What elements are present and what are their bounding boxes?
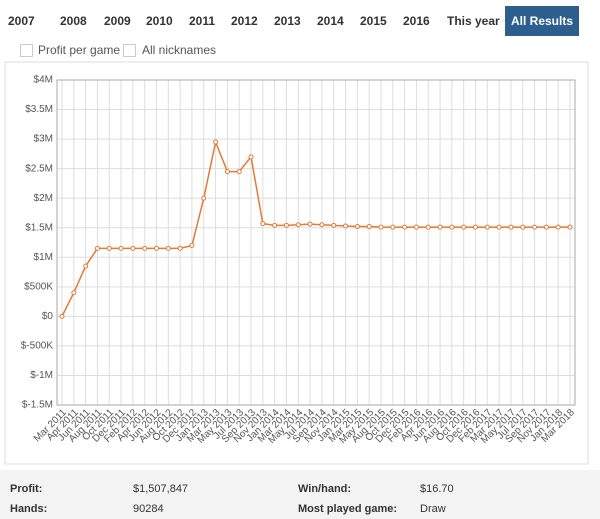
point-marker — [94, 245, 100, 251]
point-marker — [543, 224, 549, 230]
y-tick-label: $2.5M — [25, 163, 53, 174]
stats: Profit: $1,507,847 Win/hand: $16.70 Hands: 90… — [0, 470, 600, 519]
point-marker — [59, 313, 65, 319]
year-tab[interactable]: 2008 — [60, 14, 87, 28]
point-marker — [496, 224, 502, 230]
point-marker — [283, 222, 289, 228]
point-marker — [508, 224, 514, 230]
year-tab[interactable]: This year — [447, 14, 500, 28]
stat-label: Hands: — [10, 503, 48, 515]
point-marker — [248, 154, 254, 160]
year-tab[interactable]: 2009 — [104, 14, 131, 28]
point-marker — [366, 224, 372, 230]
point-marker — [472, 224, 478, 230]
stat-label: Most played game: — [298, 503, 398, 515]
point-marker — [118, 245, 124, 251]
year-tab[interactable]: 2015 — [360, 14, 387, 28]
checkbox[interactable] — [123, 44, 136, 57]
point-marker — [413, 224, 419, 230]
point-marker — [555, 224, 561, 230]
year-tab[interactable]: 2013 — [274, 14, 301, 28]
point-marker — [272, 222, 278, 228]
y-tick-label: $0 — [42, 311, 54, 322]
point-marker — [165, 245, 171, 251]
year-tab[interactable]: All Results — [505, 6, 580, 36]
point-marker — [484, 224, 490, 230]
point-marker — [354, 224, 360, 230]
point-marker — [177, 245, 183, 251]
point-marker — [567, 224, 573, 230]
point-marker — [236, 169, 242, 175]
y-tick-label: $-1M — [30, 370, 53, 381]
year-tab[interactable]: 2016 — [403, 14, 430, 28]
point-marker — [390, 224, 396, 230]
point-marker — [402, 224, 408, 230]
point-marker — [154, 245, 160, 251]
stat-value: Draw — [420, 503, 446, 515]
y-tick-label: $3.5M — [25, 104, 53, 115]
y-tick-label: $500K — [24, 281, 53, 292]
chart-frame — [4, 61, 589, 465]
point-marker — [260, 221, 266, 227]
point-marker — [224, 169, 230, 175]
stat-label: Profit: — [10, 483, 43, 495]
y-tick-label: $1M — [34, 252, 53, 263]
y-tick-label: $-1.5M — [22, 400, 53, 411]
year-tab[interactable]: 2007 — [8, 14, 35, 28]
year-tab[interactable]: 2011 — [189, 14, 216, 28]
y-tick-label: $1.5M — [25, 222, 53, 233]
checkbox-label[interactable]: All nicknames — [142, 43, 217, 57]
plot-border — [56, 79, 576, 406]
year-tab[interactable]: 2014 — [317, 14, 344, 28]
y-tick-label: $-500K — [21, 341, 54, 352]
point-marker — [331, 222, 337, 228]
point-marker — [71, 290, 77, 296]
y-tick-label: $4M — [34, 75, 53, 86]
checkbox-label[interactable]: Profit per game — [38, 43, 121, 57]
point-marker — [449, 224, 455, 230]
point-marker — [532, 224, 538, 230]
stat-value: 90284 — [133, 503, 164, 515]
y-tick-label: $2M — [34, 193, 53, 204]
year-tab[interactable]: 2012 — [231, 14, 258, 28]
stat-value: $1,507,847 — [133, 483, 189, 495]
point-marker — [213, 139, 219, 145]
point-marker — [106, 245, 112, 251]
point-marker — [319, 222, 325, 228]
point-marker — [307, 221, 313, 227]
checkbox[interactable] — [20, 44, 33, 57]
point-marker — [378, 224, 384, 230]
stat-value: $16.70 — [420, 483, 454, 495]
chart: $-1.5M $-1M $-500K $0 $500K $1M $1.5M $2M $2.5M $… — [4, 61, 589, 465]
point-marker — [189, 242, 195, 248]
point-marker — [425, 224, 431, 230]
point-marker — [83, 263, 89, 269]
point-marker — [520, 224, 526, 230]
year-tab[interactable]: 2010 — [146, 14, 173, 28]
stat-label: Win/hand: — [298, 483, 352, 495]
point-marker — [437, 224, 443, 230]
point-marker — [130, 245, 136, 251]
point-marker — [142, 245, 148, 251]
point-marker — [461, 224, 467, 230]
point-marker — [343, 223, 349, 229]
point-marker — [295, 222, 301, 228]
point-marker — [201, 195, 207, 201]
y-tick-label: $3M — [34, 134, 53, 145]
